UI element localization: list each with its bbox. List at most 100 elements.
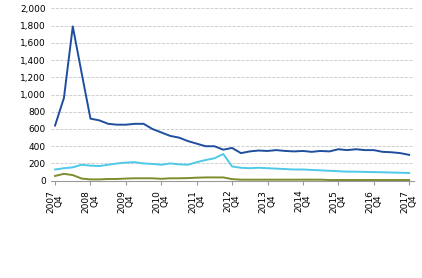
Administrative receiverships bbox=[141, 177, 146, 180]
CVAs bbox=[88, 164, 93, 167]
CVAs bbox=[52, 168, 57, 171]
Administrations bbox=[106, 122, 111, 125]
Administrative receiverships bbox=[123, 177, 128, 180]
Administrative receiverships bbox=[380, 178, 385, 182]
Administrations bbox=[371, 148, 376, 152]
Administrative receiverships bbox=[106, 177, 111, 181]
Administrative receiverships bbox=[185, 177, 190, 180]
CVAs bbox=[185, 163, 190, 167]
Administrations bbox=[336, 148, 341, 151]
CVAs bbox=[203, 158, 208, 162]
CVAs bbox=[70, 166, 75, 169]
Administrations bbox=[221, 148, 226, 151]
Administrative receiverships bbox=[247, 178, 252, 181]
Administrative receiverships bbox=[327, 178, 332, 182]
CVAs bbox=[123, 161, 128, 164]
Administrations bbox=[79, 71, 84, 75]
Administrative receiverships bbox=[79, 177, 84, 180]
Administrations bbox=[141, 122, 146, 125]
Administrations bbox=[176, 136, 181, 139]
CVAs bbox=[194, 160, 199, 164]
Administrative receiverships bbox=[114, 177, 119, 181]
Administrations bbox=[292, 150, 297, 153]
CVAs bbox=[106, 163, 111, 167]
CVAs bbox=[168, 162, 173, 165]
Administrative receiverships bbox=[345, 178, 350, 182]
Administrative receiverships bbox=[238, 178, 243, 181]
CVAs bbox=[336, 170, 341, 173]
CVAs bbox=[362, 170, 368, 173]
CVAs bbox=[327, 169, 332, 172]
CVAs bbox=[176, 163, 181, 166]
CVAs bbox=[238, 166, 243, 170]
Administrations bbox=[123, 123, 128, 126]
Administrative receiverships bbox=[203, 176, 208, 179]
Administrations bbox=[185, 139, 190, 143]
Administrations bbox=[230, 146, 235, 150]
Administrative receiverships bbox=[265, 178, 270, 181]
Line: Administrative receiverships: Administrative receiverships bbox=[55, 174, 409, 180]
Administrations bbox=[318, 149, 323, 153]
Administrative receiverships bbox=[256, 178, 261, 181]
Administrative receiverships bbox=[88, 178, 93, 181]
Administrative receiverships bbox=[318, 178, 323, 181]
Administrations bbox=[309, 150, 314, 153]
Administrations bbox=[61, 96, 66, 100]
Administrations bbox=[88, 117, 93, 120]
Administrations bbox=[70, 25, 75, 28]
CVAs bbox=[265, 167, 270, 170]
Administrative receiverships bbox=[176, 177, 181, 180]
Administrations bbox=[212, 145, 217, 148]
Administrative receiverships bbox=[389, 178, 394, 182]
Administrative receiverships bbox=[300, 178, 306, 181]
Administrative receiverships bbox=[221, 176, 226, 179]
Administrations bbox=[194, 142, 199, 145]
Administrative receiverships bbox=[159, 177, 164, 180]
CVAs bbox=[283, 167, 288, 171]
CVAs bbox=[97, 164, 102, 168]
CVAs bbox=[141, 162, 146, 165]
Administrative receiverships bbox=[132, 177, 137, 180]
CVAs bbox=[389, 171, 394, 174]
Administrative receiverships bbox=[274, 178, 279, 181]
CVAs bbox=[230, 165, 235, 168]
Administrations bbox=[380, 150, 385, 153]
Administrations bbox=[238, 152, 243, 155]
CVAs bbox=[79, 163, 84, 167]
CVAs bbox=[398, 171, 403, 174]
Administrative receiverships bbox=[194, 176, 199, 179]
Administrative receiverships bbox=[292, 178, 297, 181]
Administrative receiverships bbox=[362, 178, 368, 182]
CVAs bbox=[371, 170, 376, 174]
CVAs bbox=[380, 171, 385, 174]
Administrative receiverships bbox=[371, 178, 376, 182]
CVAs bbox=[318, 169, 323, 172]
Administrative receiverships bbox=[398, 178, 403, 182]
Administrations bbox=[150, 127, 155, 131]
Administrations bbox=[327, 150, 332, 153]
CVAs bbox=[221, 152, 226, 156]
Administrations bbox=[274, 148, 279, 152]
CVAs bbox=[150, 162, 155, 166]
CVAs bbox=[61, 167, 66, 170]
Administrations bbox=[407, 153, 412, 157]
Administrative receiverships bbox=[52, 174, 57, 178]
Line: CVAs: CVAs bbox=[55, 154, 409, 173]
Administrations bbox=[203, 145, 208, 148]
CVAs bbox=[354, 170, 359, 173]
Line: Administrations: Administrations bbox=[55, 26, 409, 155]
Administrations bbox=[256, 149, 261, 152]
CVAs bbox=[114, 162, 119, 165]
CVAs bbox=[247, 167, 252, 170]
Administrative receiverships bbox=[70, 173, 75, 177]
Administrative receiverships bbox=[283, 178, 288, 181]
CVAs bbox=[159, 163, 164, 167]
Administrative receiverships bbox=[150, 177, 155, 180]
Administrations bbox=[159, 131, 164, 134]
Administrative receiverships bbox=[97, 178, 102, 181]
Administrations bbox=[114, 123, 119, 126]
Administrations bbox=[247, 150, 252, 153]
CVAs bbox=[292, 168, 297, 171]
CVAs bbox=[132, 160, 137, 164]
Administrative receiverships bbox=[336, 178, 341, 182]
